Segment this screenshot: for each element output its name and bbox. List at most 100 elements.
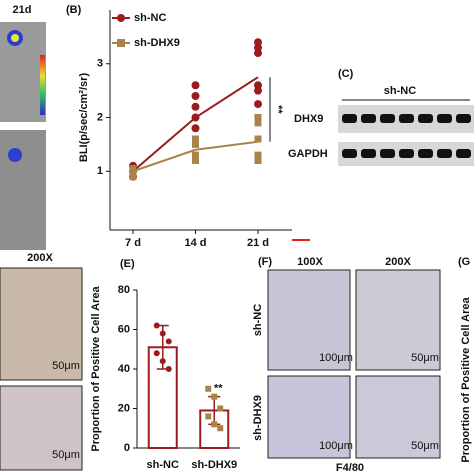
annotation: ** (272, 105, 284, 114)
sample-point (191, 92, 200, 100)
sample-point (159, 330, 166, 337)
x-tick-label: 21 d (247, 237, 269, 249)
blot-band (456, 149, 471, 158)
sample-point (254, 100, 262, 109)
row-label: sh-DHX9 (252, 395, 264, 441)
axis-title: Proportion of Positive Cell Area (90, 286, 102, 452)
sample-point (211, 421, 218, 428)
blot-band (342, 149, 357, 158)
sample-point (129, 165, 137, 173)
sample-point (165, 366, 172, 372)
annotation: ** (214, 383, 223, 395)
ihc-image (0, 385, 83, 471)
panel-label: (B) (66, 4, 82, 16)
sample-point (192, 140, 199, 148)
sample-point (159, 358, 166, 365)
sample-point (129, 173, 137, 181)
blot-group: sh-NC (384, 85, 416, 97)
y-tick-label: 60 (118, 323, 130, 335)
sample-point (254, 151, 262, 159)
blot-band (437, 149, 452, 158)
scale-bar-label: 50μm (52, 360, 80, 372)
sample-point (153, 322, 160, 329)
x-tick-label: 7 d (125, 237, 141, 249)
x-tick-label: 14 d (184, 237, 206, 249)
sample-point (217, 425, 224, 432)
scale-bar-label: 50μm (411, 440, 439, 452)
blot-band (361, 149, 376, 158)
axis-title: BLI(p/sec/cm²/sr) (78, 73, 90, 163)
x-tick-label: sh-DHX9 (191, 459, 237, 471)
stain-label: F4/80 (336, 462, 364, 474)
magnification: 100X (297, 256, 323, 268)
sample-point (217, 405, 224, 412)
blot-band (456, 114, 471, 123)
blot-band (437, 114, 452, 123)
day-label: 21d (13, 4, 32, 16)
y-tick-label: 80 (118, 284, 130, 296)
sample-point (254, 86, 262, 95)
y-tick-label: 3 (97, 58, 103, 70)
sample-point (191, 81, 200, 90)
scale-bar-label: 100μm (319, 352, 353, 364)
legend-marker (117, 14, 125, 22)
panel-label: (G (458, 256, 470, 268)
sample-point (165, 338, 172, 345)
mouse-image (0, 22, 46, 122)
blot-band (418, 149, 433, 158)
axis-title: Proportion of Positive Cell Area (460, 297, 472, 463)
ihc-image (0, 267, 83, 381)
sample-point (254, 49, 262, 57)
sample-point (205, 385, 212, 392)
y-tick-label: 40 (118, 363, 130, 375)
blot-row-label: GAPDH (288, 148, 328, 160)
sample-point (211, 393, 218, 400)
scale-bar-label: 50μm (52, 449, 80, 461)
x-tick-label: sh-NC (147, 459, 179, 471)
signal-blob (8, 148, 22, 162)
y-tick-label: 20 (118, 402, 130, 414)
scale-bar-label: 50μm (411, 352, 439, 364)
sample-point (191, 102, 200, 111)
sample-point (191, 124, 200, 133)
color-scale (40, 55, 45, 115)
sample-point (254, 157, 262, 164)
blot-band (380, 149, 395, 158)
ihc-image (355, 375, 441, 459)
sample-point (192, 157, 199, 164)
blot-row-label: DHX9 (294, 113, 323, 125)
blot-band (399, 114, 414, 123)
panel-label: (E) (120, 258, 135, 270)
scale-bar-label: 100μm (319, 440, 353, 452)
sample-point (192, 151, 199, 159)
row-label: sh-NC (252, 304, 264, 336)
blot-band (380, 114, 395, 123)
sample-point (205, 413, 212, 420)
y-tick-label: 2 (97, 111, 103, 123)
magnification: 200X (27, 252, 53, 264)
series-line (132, 140, 259, 173)
y-tick-label: 1 (97, 165, 103, 177)
ihc-image (267, 269, 351, 371)
sample-point (254, 119, 262, 127)
mouse-image (0, 130, 46, 250)
sample-point (254, 114, 262, 121)
sample-point (192, 135, 199, 143)
sample-point (153, 350, 160, 357)
signal-core (11, 34, 19, 42)
legend-marker (117, 39, 125, 47)
sample-point (191, 113, 200, 122)
panel-label: (C) (338, 68, 354, 80)
blot-band (418, 114, 433, 123)
panel-label: (F) (258, 256, 272, 268)
ihc-image (267, 375, 351, 459)
sample-point (254, 135, 262, 143)
legend-label: sh-NC (134, 12, 166, 24)
magnification: 200X (385, 256, 411, 268)
ihc-image (355, 269, 441, 371)
blot-band (361, 114, 376, 123)
y-tick-label: 0 (124, 442, 130, 454)
legend-label: sh-DHX9 (134, 37, 180, 49)
blot-band (399, 149, 414, 158)
